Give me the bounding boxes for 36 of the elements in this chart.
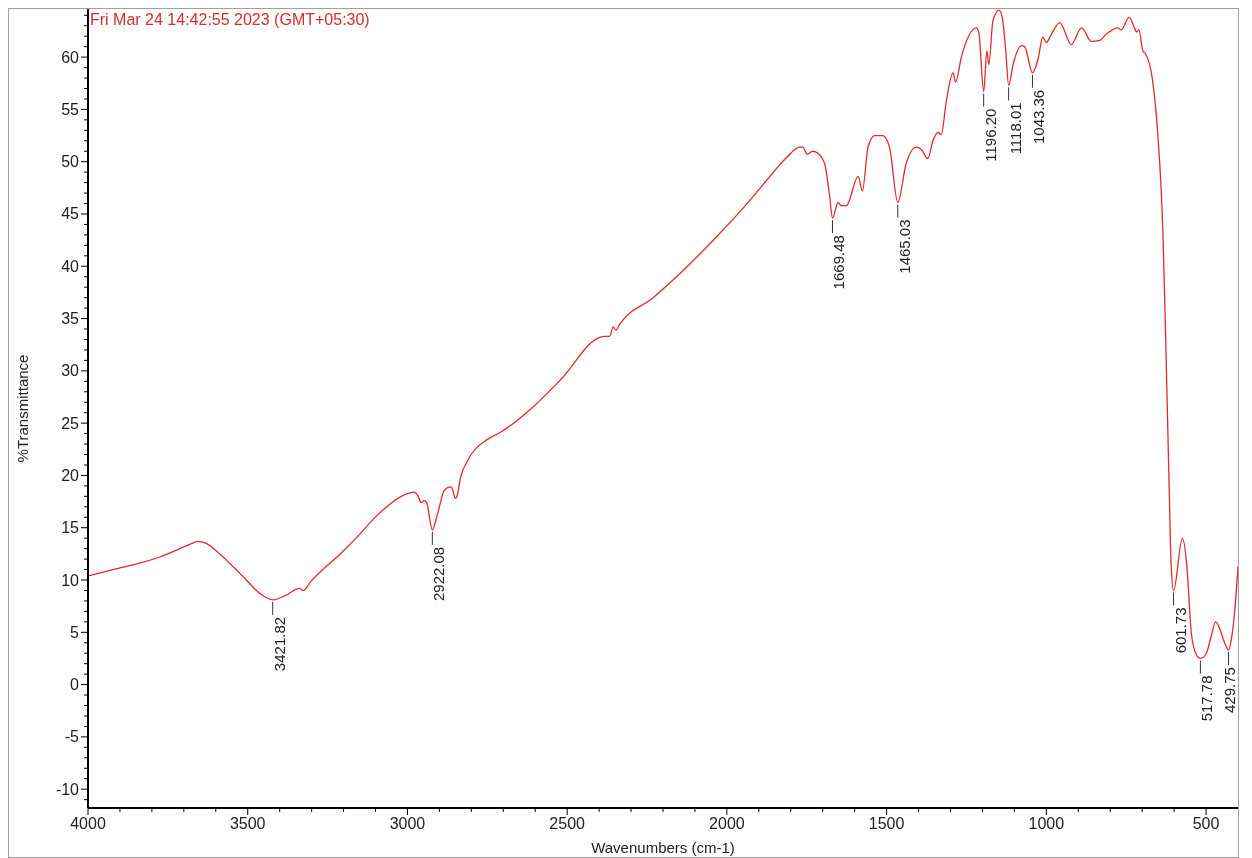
y-tick-label: -10 — [55, 780, 80, 798]
x-tick-label: 3500 — [229, 815, 266, 832]
x-tick-label: 4000 — [70, 815, 106, 832]
annotation: 1669.48 — [830, 235, 848, 290]
annotation: 1118.01 — [1006, 102, 1024, 155]
annotation: 3421.82 — [270, 616, 288, 672]
y-axis-title: %Transmittance — [14, 354, 32, 463]
y-tick-label: 20 — [61, 466, 80, 484]
y-tick-label: 55 — [61, 100, 80, 118]
y-tick-label: -5 — [64, 728, 80, 746]
x-tick-label: 500 — [1192, 815, 1220, 832]
x-tick-label: 1500 — [868, 815, 905, 832]
y-tick-label: 40 — [61, 257, 80, 275]
chart-title: Fri Mar 24 14:42:55 2023 (GMT+05:30) — [90, 10, 370, 30]
annotation: 429.75 — [1221, 667, 1238, 713]
x-tick-label: 3000 — [389, 815, 426, 832]
y-tick-label: 50 — [61, 153, 80, 171]
annotation: 517.78 — [1198, 675, 1216, 722]
y-tick-label: 10 — [61, 571, 80, 589]
annotation: 2922.08 — [430, 546, 448, 602]
y-tick-label: 15 — [61, 519, 80, 537]
x-tick-label: 2000 — [709, 815, 745, 832]
x-tick-label: 2500 — [549, 815, 586, 832]
y-tick-label: 0 — [70, 676, 80, 694]
y-tick-label: 60 — [61, 48, 80, 66]
y-tick-label: 35 — [61, 310, 80, 328]
x-tick-label: 1000 — [1028, 815, 1065, 832]
annotation: 1196.20 — [981, 108, 999, 162]
x-axis-title: Wavenumbers (cm-1) — [591, 839, 735, 856]
y-tick-label: 45 — [61, 205, 80, 223]
annotation: 1465.03 — [895, 219, 913, 274]
annotation: 601.73 — [1171, 607, 1189, 654]
annotation: 1043.36 — [1030, 89, 1048, 145]
y-tick-label: 25 — [61, 414, 80, 432]
y-tick-label: 5 — [70, 623, 80, 641]
y-tick-label: 30 — [61, 362, 80, 380]
